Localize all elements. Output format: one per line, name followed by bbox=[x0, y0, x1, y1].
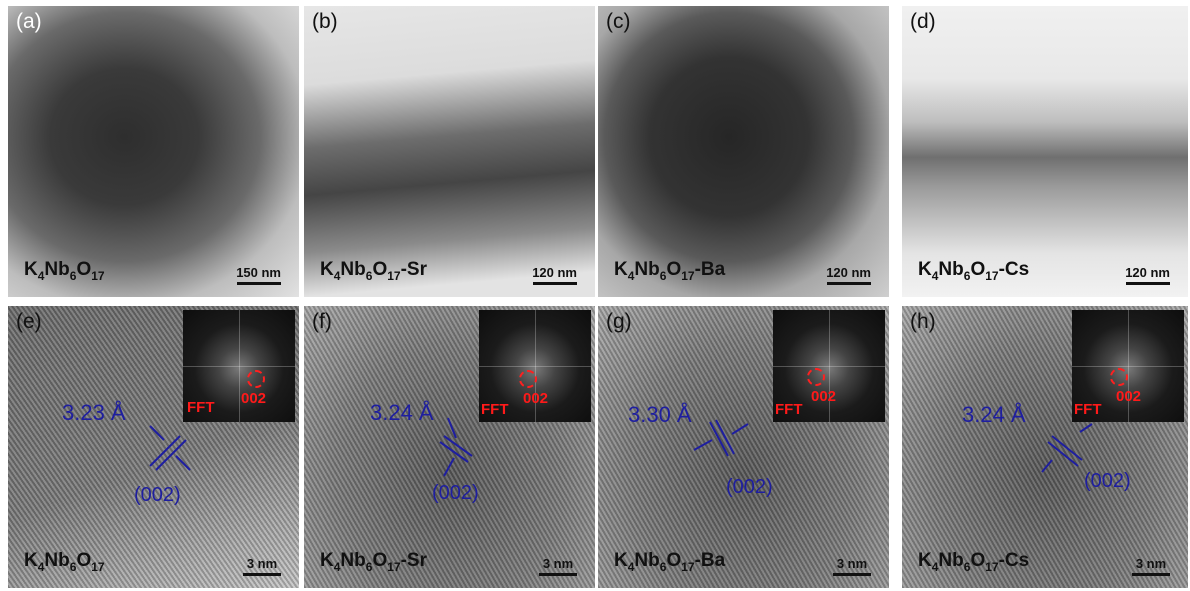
hrtem-panel-f: (f) FFT 002 3.24 Å (002) K4Nb6O17-Sr 3 n… bbox=[304, 306, 595, 588]
fft-inset: FFT 002 bbox=[183, 310, 295, 422]
hrtem-panel-g: (g) FFT 002 3.30 Å (002) K4Nb6O17-Ba 3 n… bbox=[598, 306, 889, 588]
tem-panel-d: (d) K4Nb6O17-Cs 120 nm bbox=[902, 6, 1188, 297]
d-spacing-label: 3.30 Å bbox=[628, 402, 692, 427]
fft-spot-ring bbox=[247, 370, 265, 388]
fft-inset: FFT 002 bbox=[1072, 310, 1184, 422]
fft-label: FFT bbox=[481, 401, 509, 418]
fft-index-label: 002 bbox=[523, 390, 549, 407]
panel-label: (h) bbox=[910, 310, 936, 333]
scale-bar: 120 nm bbox=[532, 265, 577, 285]
fft-index-label: 002 bbox=[1116, 388, 1142, 405]
scale-bar: 3 nm bbox=[833, 556, 871, 576]
fft-spot-ring bbox=[519, 370, 537, 388]
sample-name: K4Nb6O17-Sr bbox=[320, 259, 427, 283]
scale-bar: 3 nm bbox=[243, 556, 281, 576]
sample-name: K4Nb6O17-Cs bbox=[918, 259, 1030, 283]
fft-spot-ring bbox=[807, 368, 825, 386]
fft-label: FFT bbox=[775, 401, 803, 418]
lattice-marker bbox=[693, 419, 749, 457]
sample-name: K4Nb6O17 bbox=[24, 550, 105, 574]
scale-bar: 120 nm bbox=[1125, 265, 1170, 285]
tem-panel-c: (c) K4Nb6O17-Ba 120 nm bbox=[598, 6, 889, 297]
scale-bar: 120 nm bbox=[826, 265, 871, 285]
panel-label: (b) bbox=[312, 10, 338, 33]
tem-panel-b: (b) K4Nb6O17-Sr 120 nm bbox=[304, 6, 595, 297]
fft-index-label: 002 bbox=[241, 390, 267, 407]
panel-label: (g) bbox=[606, 310, 632, 333]
plane-label: (002) bbox=[432, 482, 479, 504]
plane-label: (002) bbox=[726, 476, 773, 498]
scale-bar: 3 nm bbox=[539, 556, 577, 576]
hrtem-panel-h: (h) FFT 002 3.24 Å (002) K4Nb6O17-Cs 3 n… bbox=[902, 306, 1188, 588]
scale-bar: 150 nm bbox=[236, 265, 281, 285]
fft-inset: FFT 002 bbox=[479, 310, 591, 422]
d-spacing-label: 3.23 Å bbox=[62, 400, 126, 425]
sample-name: K4Nb6O17-Cs bbox=[918, 550, 1030, 574]
lattice-marker bbox=[439, 417, 473, 477]
sample-name: K4Nb6O17-Ba bbox=[614, 259, 726, 283]
hrtem-panel-e: (e) FFT 002 3.23 Å (002) K4Nb6O17 3 nm bbox=[8, 306, 299, 588]
panel-label: (d) bbox=[910, 10, 936, 33]
panel-label: (a) bbox=[16, 10, 42, 33]
d-spacing-label: 3.24 Å bbox=[962, 402, 1026, 427]
d-spacing-label: 3.24 Å bbox=[370, 400, 434, 425]
panel-label: (f) bbox=[312, 310, 332, 333]
scale-bar: 3 nm bbox=[1132, 556, 1170, 576]
panel-label: (c) bbox=[606, 10, 631, 33]
panel-label: (e) bbox=[16, 310, 42, 333]
sample-name: K4Nb6O17-Sr bbox=[320, 550, 427, 574]
plane-label: (002) bbox=[1084, 470, 1131, 492]
sample-name: K4Nb6O17-Ba bbox=[614, 550, 726, 574]
fft-spot-ring bbox=[1110, 368, 1128, 386]
lattice-marker bbox=[149, 425, 191, 471]
plane-label: (002) bbox=[134, 484, 181, 506]
fft-inset: FFT 002 bbox=[773, 310, 885, 422]
tem-panel-a: (a) K4Nb6O17 150 nm bbox=[8, 6, 299, 297]
fft-label: FFT bbox=[187, 399, 215, 416]
fft-index-label: 002 bbox=[811, 388, 837, 405]
fft-label: FFT bbox=[1074, 401, 1102, 418]
lattice-marker bbox=[1041, 423, 1093, 473]
sample-name: K4Nb6O17 bbox=[24, 259, 105, 283]
